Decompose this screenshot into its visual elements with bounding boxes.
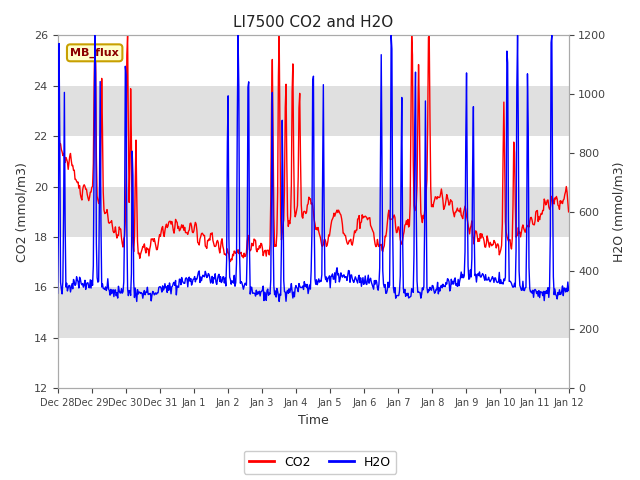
Y-axis label: H2O (mmol/m3): H2O (mmol/m3) [612,162,625,262]
Bar [58,288,568,338]
X-axis label: Time: Time [298,414,328,427]
Bar [58,187,568,237]
Bar [58,86,568,136]
Title: LI7500 CO2 and H2O: LI7500 CO2 and H2O [233,15,393,30]
Y-axis label: CO2 (mmol/m3): CO2 (mmol/m3) [15,162,28,262]
Text: MB_flux: MB_flux [70,48,119,58]
Legend: CO2, H2O: CO2, H2O [244,451,396,474]
